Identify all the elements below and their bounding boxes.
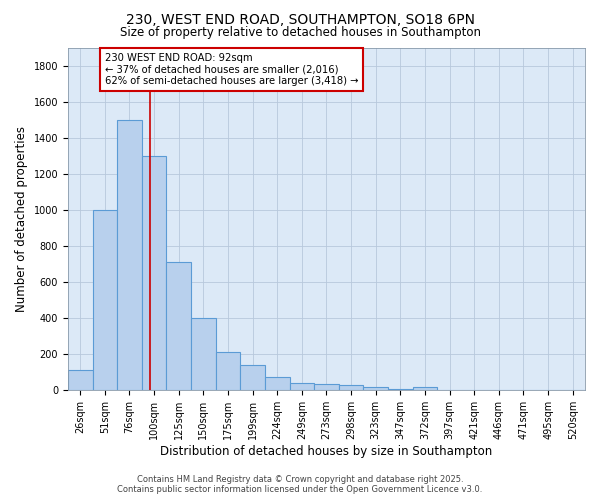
X-axis label: Distribution of detached houses by size in Southampton: Distribution of detached houses by size … xyxy=(160,444,493,458)
Bar xyxy=(413,387,437,390)
Bar xyxy=(388,389,413,390)
Bar xyxy=(68,370,92,390)
Y-axis label: Number of detached properties: Number of detached properties xyxy=(15,126,28,312)
Bar xyxy=(265,377,290,390)
Bar xyxy=(364,387,388,390)
Bar xyxy=(92,210,117,390)
Text: 230, WEST END ROAD, SOUTHAMPTON, SO18 6PN: 230, WEST END ROAD, SOUTHAMPTON, SO18 6P… xyxy=(125,12,475,26)
Bar xyxy=(166,262,191,390)
Bar xyxy=(314,384,339,390)
Bar xyxy=(339,386,364,390)
Text: 230 WEST END ROAD: 92sqm
← 37% of detached houses are smaller (2,016)
62% of sem: 230 WEST END ROAD: 92sqm ← 37% of detach… xyxy=(105,53,358,86)
Bar xyxy=(240,364,265,390)
Bar xyxy=(215,352,240,390)
Bar xyxy=(290,382,314,390)
Bar xyxy=(191,318,215,390)
Bar xyxy=(117,120,142,390)
Text: Size of property relative to detached houses in Southampton: Size of property relative to detached ho… xyxy=(119,26,481,39)
Bar xyxy=(142,156,166,390)
Text: Contains HM Land Registry data © Crown copyright and database right 2025.
Contai: Contains HM Land Registry data © Crown c… xyxy=(118,474,482,494)
